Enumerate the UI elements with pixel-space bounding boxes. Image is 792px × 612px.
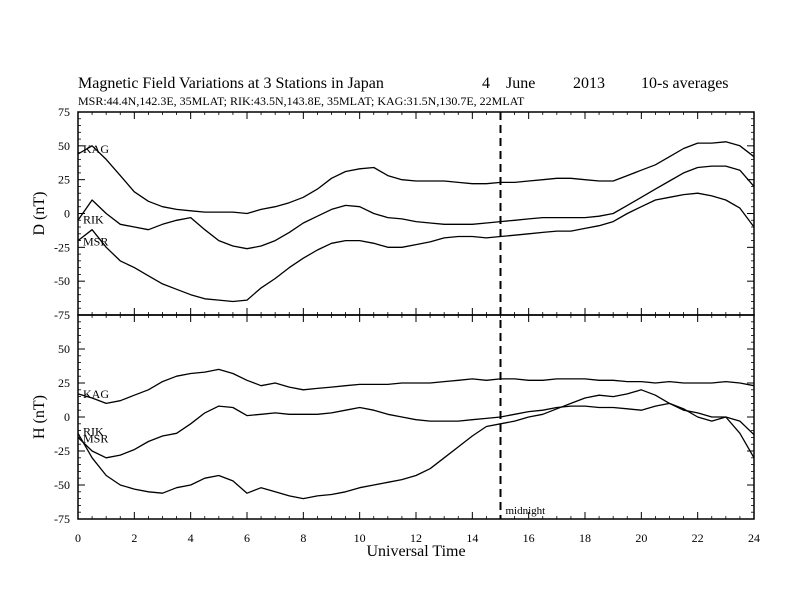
y-tick-label: -25 bbox=[54, 444, 70, 458]
panel-frame bbox=[77, 111, 755, 316]
series-line-msr bbox=[77, 192, 755, 303]
midnight-marker-label: midnight bbox=[506, 505, 546, 517]
x-tick-label: 12 bbox=[410, 531, 422, 545]
y-tick-label: -50 bbox=[54, 478, 70, 492]
chart-title-day: 4 bbox=[482, 75, 490, 92]
y-tick-label: 25 bbox=[58, 173, 70, 187]
series-label-rik: RIK bbox=[83, 424, 104, 438]
series-label-msr: MSR bbox=[83, 235, 108, 249]
x-tick-label: 16 bbox=[523, 531, 535, 545]
x-tick-label: 22 bbox=[692, 531, 704, 545]
y-axis-label: D (nT) bbox=[31, 192, 48, 236]
y-tick-label: -50 bbox=[54, 274, 70, 288]
series-line-kag bbox=[77, 141, 755, 215]
series-line-rik bbox=[77, 165, 755, 250]
series-label-kag: KAG bbox=[83, 387, 109, 401]
x-tick-label: 0 bbox=[75, 531, 81, 545]
y-tick-label: 75 bbox=[58, 105, 70, 119]
x-tick-label: 10 bbox=[354, 531, 366, 545]
x-tick-label: 18 bbox=[579, 531, 591, 545]
x-tick-label: 2 bbox=[131, 531, 137, 545]
y-axis-label: H (nT) bbox=[31, 395, 48, 439]
chart-title-month: June bbox=[506, 75, 535, 92]
series-line-msr bbox=[77, 389, 755, 500]
series-label-kag: KAG bbox=[83, 142, 109, 156]
series-line-kag bbox=[77, 368, 755, 405]
y-tick-label: 0 bbox=[64, 410, 70, 424]
series-label-msr: MSR bbox=[83, 431, 108, 445]
y-tick-label: 50 bbox=[58, 139, 70, 153]
y-tick-label: -75 bbox=[54, 308, 70, 322]
series-label-rik: RIK bbox=[83, 212, 104, 226]
chart-title-note: 10-s averages bbox=[641, 75, 729, 92]
y-tick-label: 0 bbox=[64, 207, 70, 221]
y-tick-label: -25 bbox=[54, 240, 70, 254]
chart-title-year: 2013 bbox=[573, 75, 605, 92]
x-tick-label: 24 bbox=[748, 531, 760, 545]
x-tick-label: 20 bbox=[635, 531, 647, 545]
x-tick-label: 8 bbox=[300, 531, 306, 545]
x-axis-label: Universal Time bbox=[366, 543, 465, 560]
y-tick-label: 50 bbox=[58, 342, 70, 356]
x-tick-label: 6 bbox=[244, 531, 250, 545]
y-tick-label: -75 bbox=[54, 512, 70, 526]
y-tick-label: 25 bbox=[58, 376, 70, 390]
x-tick-label: 4 bbox=[188, 531, 194, 545]
chart-title: Magnetic Field Variations at 3 Stations … bbox=[78, 75, 384, 92]
series-line-rik bbox=[77, 402, 755, 459]
x-tick-label: 14 bbox=[466, 531, 478, 545]
chart-subtitle: MSR:44.4N,142.3E, 35MLAT; RIK:43.5N,143.… bbox=[78, 94, 525, 108]
panel-frame bbox=[77, 314, 755, 520]
